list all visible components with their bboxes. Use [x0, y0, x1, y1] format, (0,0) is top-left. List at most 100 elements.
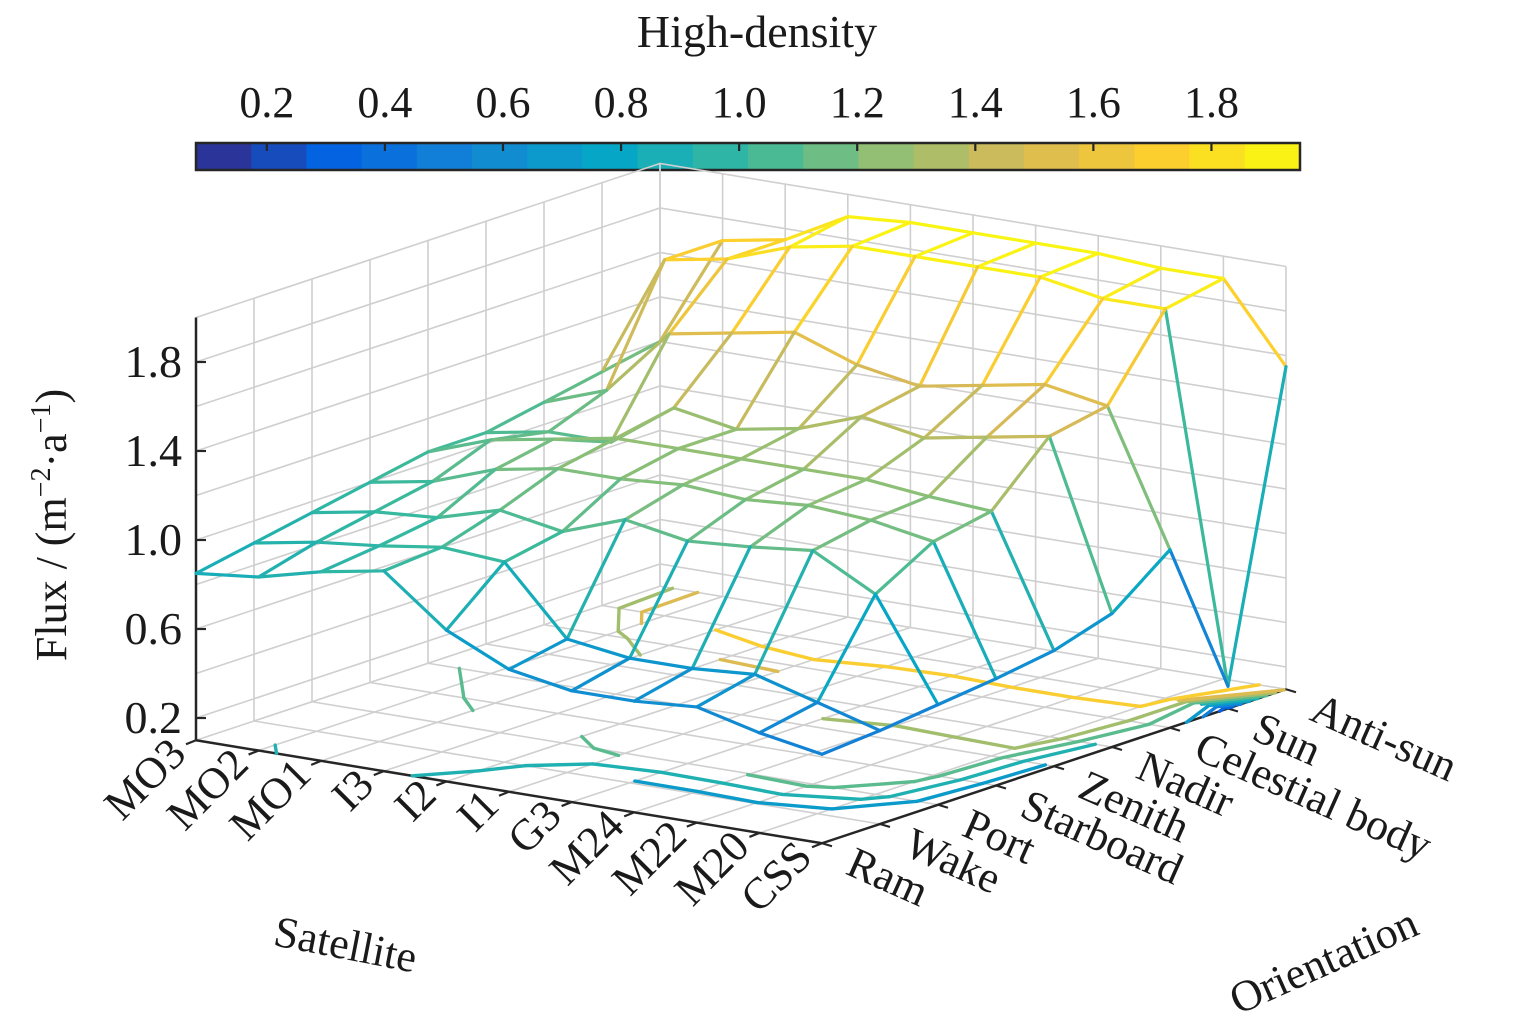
mesh-segment	[662, 238, 725, 262]
satellite-tick	[435, 780, 447, 787]
colorbar-segment	[306, 143, 363, 170]
mesh-segment	[373, 479, 435, 514]
grid-line	[195, 474, 1287, 630]
grid-line	[601, 604, 1229, 710]
mesh-segment	[859, 384, 922, 419]
colorbar: High-density 0.2 0.4 0.6 0.8 1.0 1.2 1.4 1.6 1.8	[194, 6, 1302, 172]
mesh-segment	[811, 518, 873, 553]
colorbar-segment	[527, 143, 583, 170]
satellite-tick	[248, 749, 260, 756]
mesh-segment	[1163, 307, 1230, 688]
colorbar-segment	[1189, 143, 1246, 170]
mesh-segment	[815, 700, 882, 733]
grid-line	[427, 662, 1055, 768]
contour-segment	[780, 792, 863, 801]
colorbar-frame	[194, 141, 1302, 172]
mesh-segment	[672, 331, 734, 410]
mesh-segment	[569, 689, 636, 703]
mesh-segment	[1110, 548, 1172, 616]
contour-segment	[1000, 739, 1081, 760]
contour-segment	[462, 696, 475, 713]
mesh-segment	[801, 467, 868, 482]
mesh-segment	[846, 215, 913, 225]
grid-line	[195, 162, 1287, 319]
contour-segment	[1201, 704, 1219, 719]
z-axis-tick-labels: 0.2 0.6 1.0 1.4 1.8	[125, 336, 183, 743]
mesh-segment	[440, 545, 506, 564]
mesh-segment	[980, 275, 1042, 387]
contour-segment	[959, 759, 1026, 782]
contour-segment	[1009, 685, 1076, 700]
satellite-axis-title: Satellite	[270, 907, 421, 983]
mesh-segment	[1105, 307, 1168, 408]
mesh-segment	[1101, 296, 1168, 311]
mesh-segment	[994, 648, 1056, 681]
mesh-segment	[850, 220, 913, 248]
contour-segment	[273, 743, 279, 756]
contour-segment	[1072, 695, 1143, 709]
mesh-segment	[753, 548, 815, 676]
satellite-tick	[686, 821, 698, 828]
satellite-tick	[811, 842, 823, 849]
contour-segment	[1176, 688, 1286, 703]
contour-segment	[1214, 702, 1243, 709]
mesh-segment	[440, 508, 502, 549]
contour-segment	[1184, 691, 1277, 704]
mesh-segment	[917, 383, 984, 388]
mesh-segment	[922, 435, 989, 440]
colorbar-tick-labels: 0.2 0.4 0.6 0.8 1.0 1.2 1.4 1.6 1.8	[239, 78, 1239, 127]
grid-line	[543, 623, 1171, 729]
orientation-tick	[1053, 765, 1065, 771]
mesh-segment	[927, 435, 989, 499]
mesh-segment	[546, 388, 609, 434]
mesh-segment	[1096, 251, 1163, 270]
colorbar-segment	[748, 143, 804, 170]
mesh-segment	[627, 539, 690, 660]
mesh-segment	[310, 480, 372, 515]
orientation-tick	[1111, 745, 1123, 752]
mesh-segment	[507, 637, 569, 671]
colorbar-tick-label: 0.4	[357, 78, 412, 127]
mesh-segment	[971, 231, 1038, 245]
mesh-segment	[1038, 275, 1105, 301]
mesh-segment	[811, 548, 878, 596]
mesh-segment	[757, 700, 820, 735]
contour-segment	[1076, 722, 1151, 744]
mesh-segment	[444, 560, 506, 632]
mesh-segment	[913, 231, 975, 259]
mesh-segment	[690, 666, 757, 676]
z-axis-title: Flux / (m−2·a−1)	[26, 389, 76, 661]
mesh-segment	[614, 436, 681, 451]
mesh-segment	[252, 511, 314, 545]
colorbar-segment	[582, 143, 639, 170]
mesh-segment	[431, 438, 493, 484]
orientation-tick	[879, 822, 891, 829]
mesh-segment	[936, 677, 998, 707]
z-tick-label: 0.2	[125, 692, 183, 743]
mesh-segment	[913, 254, 980, 269]
mesh-segment	[788, 244, 855, 249]
contour-segment	[759, 644, 816, 662]
contour-segment	[950, 674, 1013, 689]
contour-segment	[640, 590, 700, 614]
mesh-segment	[556, 436, 618, 471]
mesh-segment	[382, 569, 448, 632]
colorbar-tick-label: 0.6	[475, 78, 530, 127]
floor-contours	[273, 586, 1286, 811]
mesh-segment	[498, 508, 565, 534]
mesh-segment	[623, 518, 690, 543]
contour-segment	[1207, 699, 1252, 708]
grid-line	[659, 585, 1287, 691]
satellite-tick	[561, 801, 573, 808]
mesh-segment	[252, 540, 319, 545]
contour-segment	[720, 781, 784, 797]
mesh-segment	[1168, 548, 1230, 688]
mesh-segment	[565, 637, 632, 660]
mesh-segment	[720, 238, 787, 243]
contour-segment	[1147, 701, 1196, 727]
mesh-segment	[373, 510, 439, 520]
mesh-segment	[975, 241, 1038, 269]
mesh-segment	[792, 244, 855, 334]
colorbar-segment	[968, 143, 1025, 170]
